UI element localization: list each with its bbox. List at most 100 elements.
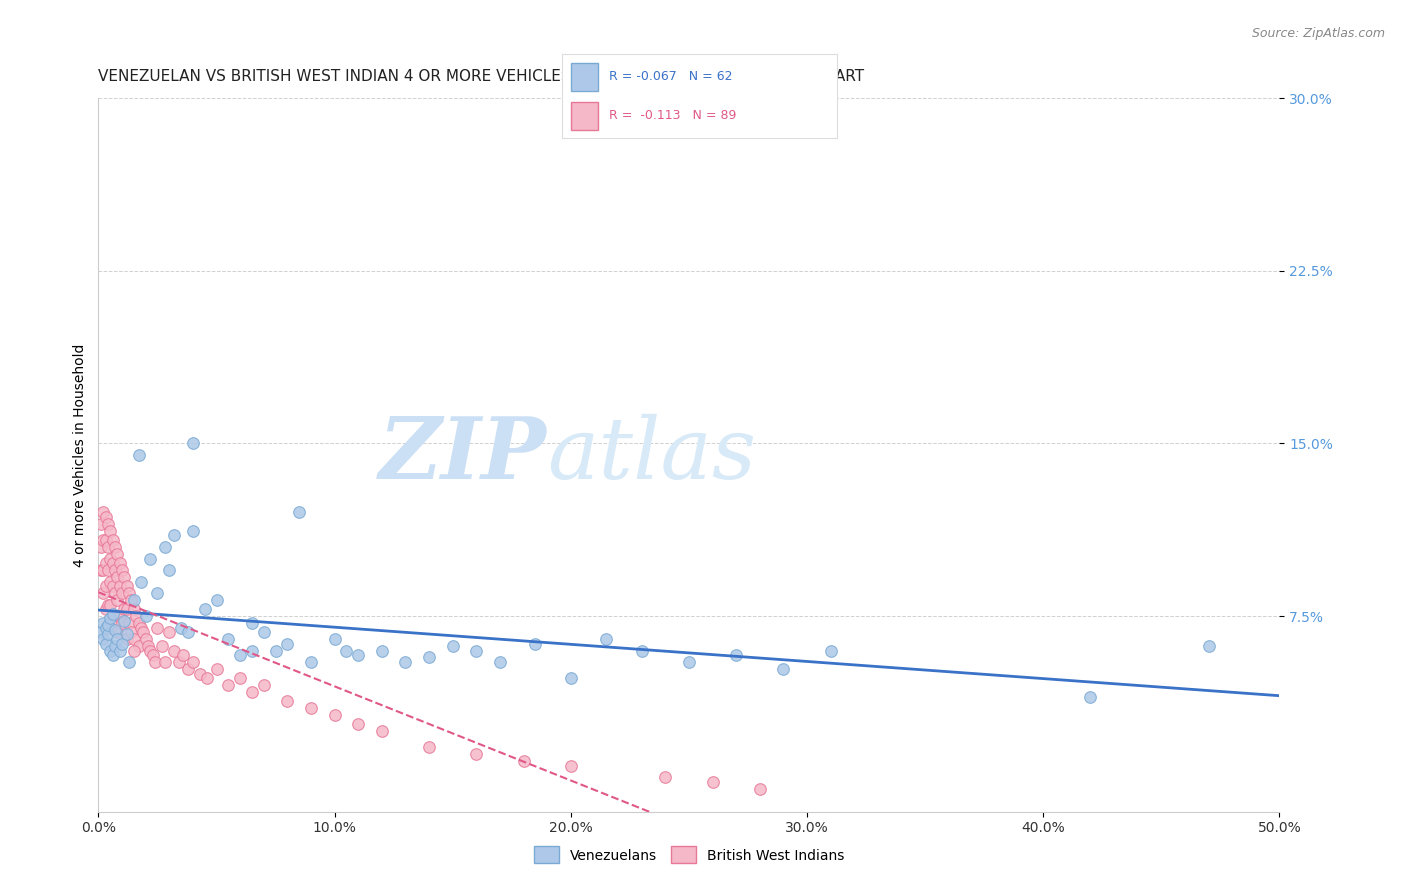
Point <box>195 671 218 685</box>
Point <box>111 586 134 600</box>
Point <box>101 648 124 663</box>
Point <box>167 655 190 669</box>
Point <box>630 643 652 657</box>
Point <box>115 632 138 646</box>
Point <box>104 623 127 637</box>
Point <box>91 563 114 577</box>
Point <box>98 574 121 589</box>
Point <box>105 570 128 584</box>
Point <box>97 540 120 554</box>
Point <box>371 724 394 739</box>
Point <box>129 574 152 589</box>
Point <box>240 643 263 657</box>
Point <box>91 586 114 600</box>
Point <box>105 547 128 561</box>
Point <box>94 510 117 524</box>
Point <box>217 678 239 692</box>
Point <box>229 671 252 685</box>
Point <box>229 648 252 663</box>
Point <box>128 448 150 462</box>
Point <box>128 615 150 630</box>
Point <box>91 615 114 630</box>
Point <box>143 655 166 669</box>
Point <box>118 615 141 630</box>
Point <box>97 618 120 632</box>
Point <box>560 671 582 685</box>
Point <box>122 632 145 646</box>
Point <box>135 632 157 646</box>
Point <box>194 602 217 616</box>
Point <box>101 607 124 621</box>
Point <box>115 627 138 641</box>
Point <box>288 506 311 520</box>
Point <box>101 556 124 570</box>
Point <box>1198 639 1220 653</box>
Point <box>111 637 134 651</box>
Point <box>94 556 117 570</box>
Point <box>111 615 134 630</box>
Point <box>125 609 148 624</box>
Point <box>129 621 152 635</box>
Point <box>441 639 464 653</box>
Point <box>157 563 180 577</box>
Point <box>181 655 204 669</box>
Point <box>654 770 676 784</box>
Point <box>108 643 131 657</box>
Point <box>253 625 276 640</box>
Point <box>146 621 169 635</box>
Point <box>177 625 200 640</box>
Point <box>153 540 176 554</box>
Point <box>101 609 124 624</box>
Point <box>725 648 748 663</box>
Point <box>108 609 131 624</box>
Point <box>136 639 159 653</box>
Point <box>512 754 534 768</box>
Point <box>90 625 112 640</box>
Point <box>465 747 488 761</box>
Point <box>112 614 135 628</box>
Point <box>418 650 440 665</box>
Point <box>157 625 180 640</box>
Point <box>240 685 263 699</box>
Point <box>335 643 357 657</box>
Point <box>121 625 143 640</box>
Point <box>98 621 121 635</box>
Point <box>299 701 322 715</box>
Point <box>181 524 204 538</box>
Point <box>94 602 117 616</box>
Point <box>150 639 173 653</box>
Point <box>118 655 141 669</box>
Point <box>702 774 724 789</box>
Point <box>347 717 370 731</box>
Text: Source: ZipAtlas.com: Source: ZipAtlas.com <box>1251 27 1385 40</box>
Point <box>524 637 547 651</box>
Point <box>118 586 141 600</box>
Point <box>240 615 263 630</box>
Point <box>98 643 121 657</box>
Point <box>98 551 121 566</box>
Point <box>101 533 124 547</box>
Point <box>1080 690 1102 704</box>
Point <box>98 598 121 612</box>
Point <box>122 643 145 657</box>
Point <box>94 621 117 635</box>
Point <box>465 643 488 657</box>
Point <box>163 643 186 657</box>
Point <box>112 602 135 616</box>
Point <box>115 579 138 593</box>
Point <box>132 625 155 640</box>
Point <box>170 621 193 635</box>
Point <box>105 593 128 607</box>
Point <box>181 436 204 450</box>
Point <box>142 648 165 663</box>
Y-axis label: 4 or more Vehicles in Household: 4 or more Vehicles in Household <box>73 343 87 566</box>
Point <box>112 570 135 584</box>
Point <box>121 593 143 607</box>
Point <box>108 579 131 593</box>
Point <box>91 506 114 520</box>
Point <box>98 524 121 538</box>
Point <box>772 662 794 676</box>
Point <box>177 662 200 676</box>
Point <box>105 625 128 640</box>
Point <box>560 758 582 772</box>
